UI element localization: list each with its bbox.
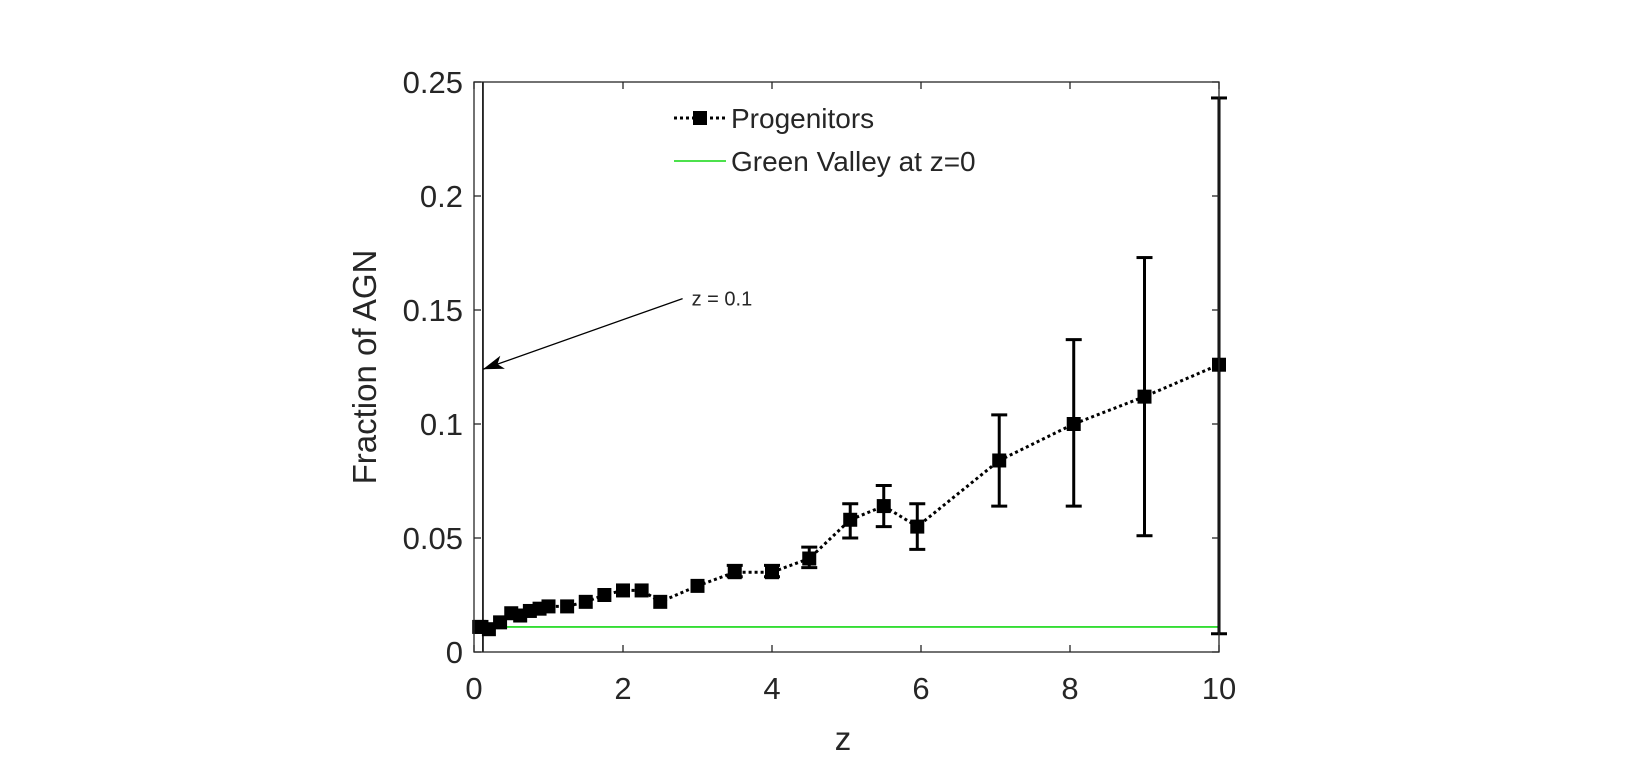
legend: Progenitors Green Valley at z=0 — [674, 103, 976, 177]
annotation-label: z = 0.1 — [692, 289, 753, 311]
progenitors-data-point — [876, 499, 891, 514]
x-tick-label: 4 — [763, 671, 780, 706]
progenitors-data-point — [634, 583, 649, 598]
x-tick-label: 8 — [1061, 671, 1078, 706]
x-axis-ticks: 0 2 4 6 8 10 — [465, 82, 1236, 706]
progenitors-data-point — [992, 453, 1007, 468]
x-tick-label: 0 — [465, 671, 482, 706]
annotation-layer: z = 0.1 — [482, 289, 753, 370]
progenitors-data-point — [493, 615, 508, 630]
legend-progenitors-marker — [693, 111, 707, 125]
y-tick-label: 0.2 — [420, 179, 463, 214]
annotation-arrow-head — [482, 355, 505, 370]
x-tick-label: 2 — [614, 671, 631, 706]
plot-area-background — [474, 82, 1219, 652]
progenitors-data-point — [843, 512, 858, 527]
progenitors-data-point — [910, 519, 925, 534]
progenitors-data-point — [578, 594, 593, 609]
progenitors-data-point — [1066, 417, 1081, 431]
progenitors-data-point — [802, 551, 817, 566]
progenitors-data-point — [765, 565, 779, 580]
progenitors-data-point — [560, 599, 575, 614]
legend-progenitors-label: Progenitors — [731, 103, 874, 134]
y-tick-label: 0.15 — [403, 293, 463, 328]
progenitors-data-point — [481, 622, 496, 637]
progenitors-data-point — [616, 583, 630, 598]
progenitors-data-point — [653, 594, 668, 609]
progenitors-data-point — [690, 578, 705, 593]
legend-green-valley-label: Green Valley at z=0 — [731, 146, 976, 177]
progenitors-data-point — [541, 599, 556, 614]
annotation-arrow-line — [482, 297, 683, 370]
x-tick-label: 10 — [1202, 671, 1236, 706]
y-axis-ticks: 0 0.05 0.1 0.15 0.2 0.25 — [403, 65, 1219, 670]
x-axis-label: z — [835, 720, 852, 757]
y-tick-label: 0 — [446, 635, 463, 670]
y-tick-label: 0.1 — [420, 407, 463, 442]
progenitors-marker-layer — [472, 357, 1226, 637]
y-tick-label: 0.25 — [403, 65, 463, 100]
x-tick-label: 6 — [912, 671, 929, 706]
y-axis-label: Fraction of AGN — [346, 250, 383, 485]
progenitors-data-point — [597, 588, 612, 602]
y-tick-label: 0.05 — [403, 521, 463, 556]
plot-frame — [473, 81, 1220, 653]
progenitors-data-point — [1137, 389, 1152, 404]
progenitors-data-point — [727, 565, 742, 580]
